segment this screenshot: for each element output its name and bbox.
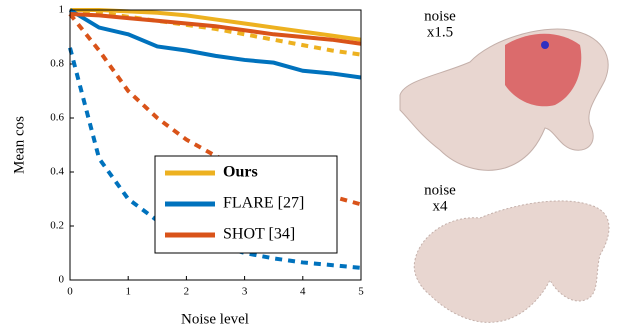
annotation: noise bbox=[424, 182, 456, 198]
x-axis-label: Noise level bbox=[181, 311, 249, 327]
annotation: x1.5 bbox=[427, 24, 453, 40]
hand-image bbox=[400, 29, 608, 170]
y-tick-label: 0.2 bbox=[50, 220, 64, 232]
x-tick-label: 2 bbox=[184, 286, 190, 298]
figure: Mean cos Noise level noise x1.5 noise x4… bbox=[0, 0, 623, 335]
y-tick-label: 0.4 bbox=[50, 166, 64, 178]
y-tick-label: 0.6 bbox=[50, 112, 64, 124]
y-tick-label: 0.8 bbox=[50, 58, 64, 70]
annotation: noise bbox=[424, 8, 456, 24]
x-tick-label: 5 bbox=[358, 286, 364, 298]
x-tick-label: 4 bbox=[300, 286, 306, 298]
legend-label: SHOT [34] bbox=[223, 226, 295, 243]
hand-image bbox=[414, 201, 609, 322]
x-tick-label: 3 bbox=[242, 286, 248, 298]
legend-label: FLARE [27] bbox=[223, 195, 304, 212]
annotation: x4 bbox=[433, 198, 449, 214]
y-axis-label: Mean cos bbox=[11, 116, 27, 174]
y-tick-label: 0 bbox=[59, 274, 65, 286]
x-tick-label: 0 bbox=[67, 286, 73, 298]
legend-label: Ours bbox=[223, 164, 258, 181]
page: Mean cos Noise level noise x1.5 noise x4… bbox=[0, 0, 623, 335]
y-tick-label: 1 bbox=[59, 4, 65, 16]
x-tick-label: 1 bbox=[125, 286, 131, 298]
